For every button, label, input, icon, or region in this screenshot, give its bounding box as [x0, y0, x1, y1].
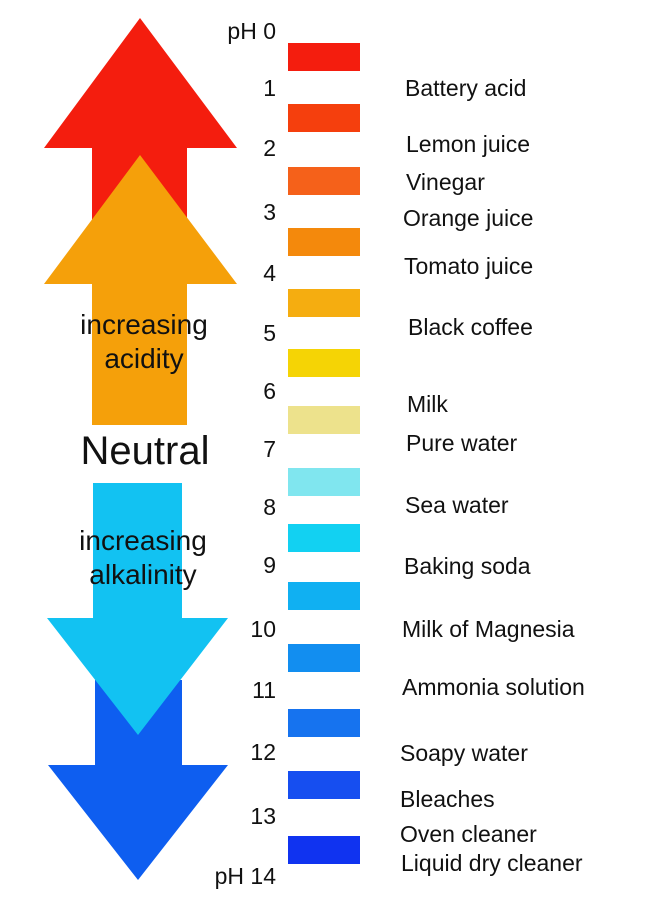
acid-arrow-red: [44, 18, 237, 250]
substance-label: Pure water: [406, 430, 518, 456]
alkaline-arrow-dark-blue: [48, 680, 228, 880]
substance-label: Soapy water: [400, 740, 528, 766]
substance-label: Tomato juice: [404, 253, 534, 279]
substance-label: Vinegar: [406, 169, 485, 195]
alkalinity-label-line1: increasing: [79, 525, 207, 556]
ph-color-swatch: [288, 104, 360, 132]
alkalinity-label-line2: alkalinity: [89, 559, 197, 590]
ph-tick-label: 7: [263, 436, 276, 462]
ph-tick-label: pH 0: [227, 18, 276, 44]
ph-tick-label: pH 14: [214, 863, 276, 889]
ph-color-swatch: [288, 771, 360, 799]
ph-tick-label: 2: [263, 135, 276, 161]
substance-label: Oven cleaner: [400, 821, 537, 847]
substance-label: Ammonia solution: [402, 674, 585, 700]
substance-label: Orange juice: [403, 205, 534, 231]
ph-tick-label: 9: [263, 552, 276, 578]
ph-color-swatch: [288, 289, 360, 317]
ph-color-swatch: [288, 709, 360, 737]
ph-color-swatch: [288, 43, 360, 71]
ph-color-swatch: [288, 468, 360, 496]
ph-tick-label: 4: [263, 260, 276, 286]
ph-color-swatch: [288, 836, 360, 864]
ph-tick-label: 8: [263, 494, 276, 520]
ph-tick-label: 13: [250, 803, 276, 829]
ph-color-swatch: [288, 349, 360, 377]
ph-tick-label: 12: [250, 739, 276, 765]
ph-color-swatch: [288, 406, 360, 434]
substance-label: Bleaches: [400, 786, 495, 812]
substance-label: Black coffee: [408, 314, 533, 340]
ph-tick-label: 5: [263, 320, 276, 346]
alkaline-arrow-light-blue: [47, 483, 228, 735]
ph-color-swatch: [288, 582, 360, 610]
neutral-label: Neutral: [80, 429, 210, 473]
substance-label: Liquid dry cleaner: [401, 850, 583, 876]
alkalinity-label: increasing alkalinity: [43, 524, 243, 592]
ph-tick-label: 11: [252, 677, 276, 703]
ph-color-swatch: [288, 167, 360, 195]
acidity-label-line1: increasing: [80, 309, 208, 340]
acidity-label: increasing acidity: [44, 308, 244, 376]
ph-color-swatch: [288, 644, 360, 672]
ph-tick-label: 3: [263, 199, 276, 225]
acid-arrow-orange: [44, 155, 237, 425]
ph-tick-label: 1: [263, 75, 276, 101]
substance-label: Lemon juice: [406, 131, 531, 157]
substance-label: Baking soda: [404, 553, 531, 579]
ph-tick-label: 6: [263, 378, 276, 404]
acidity-label-line2: acidity: [104, 343, 184, 374]
ph-color-swatch: [288, 524, 360, 552]
ph-tick-label: 10: [250, 616, 276, 642]
substance-label: Milk: [407, 391, 448, 417]
substance-label: Sea water: [405, 492, 509, 518]
substance-label: Battery acid: [405, 75, 527, 101]
substance-label: Milk of Magnesia: [402, 616, 575, 642]
ph-color-swatch: [288, 228, 360, 256]
